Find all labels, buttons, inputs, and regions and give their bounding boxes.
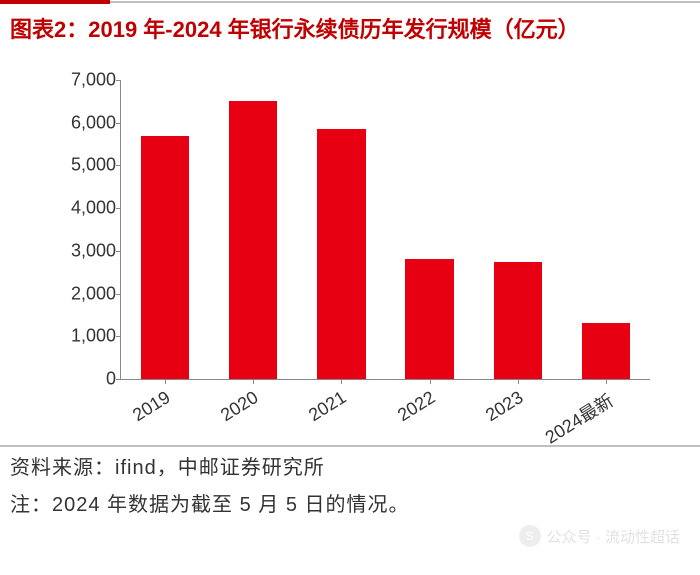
x-tick-mark [606,379,607,384]
y-tick-mark [116,336,121,337]
bar [582,323,630,379]
bar [405,259,453,379]
y-tick-label: 6,000 [61,112,116,133]
watermark: S 公众号 · 流动性超话 [519,525,680,547]
x-tick-mark [165,379,166,384]
accent-bar-gray [110,1,700,3]
x-tick-mark [518,379,519,384]
figure-container: 图表2：2019 年-2024 年银行永续债历年发行规模（亿元） 0 1,000 2… [0,0,700,575]
x-tick-mark [430,379,431,384]
bar [229,101,277,379]
y-tick-mark [116,165,121,166]
y-tick-label: 5,000 [61,155,116,176]
accent-bar-red [0,0,110,4]
title-accent-bar [0,0,700,4]
y-tick-label: 4,000 [61,198,116,219]
bar [317,129,365,379]
x-tick-mark [341,379,342,384]
x-tick-label: 2022 [428,387,439,405]
x-tick-label: 2021 [339,387,350,405]
x-tick-label: 2019 [163,387,174,405]
x-tick-label: 2023 [516,387,527,405]
y-tick-mark [116,379,121,380]
bar [141,136,189,379]
y-tick-mark [116,80,121,81]
y-tick-label: 7,000 [61,70,116,91]
chart-area: 0 1,000 2,000 3,000 4,000 5,000 6,000 7,000 2019… [60,70,660,430]
watermark-text: 公众号 · 流动性超话 [547,526,680,547]
y-tick-mark [116,294,121,295]
y-tick-label: 3,000 [61,240,116,261]
x-tick-label: 2024最新 [604,387,618,409]
bar [494,262,542,379]
bar-chart: 01,0002,0003,0004,0005,0006,0007,0002019… [120,80,650,380]
chart-title: 图表2：2019 年-2024 年银行永续债历年发行规模（亿元） [0,4,700,50]
x-tick-label: 2020 [251,387,262,405]
y-tick-label: 0 [61,369,116,390]
y-tick-label: 2,000 [61,283,116,304]
y-tick-mark [116,251,121,252]
note-text: 注：2024 年数据为截至 5 月 5 日的情况。 [0,484,700,521]
x-tick-mark [253,379,254,384]
wechat-icon: S [519,525,541,547]
y-tick-mark [116,123,121,124]
y-tick-mark [116,208,121,209]
y-tick-label: 1,000 [61,326,116,347]
source-text: 资料来源：ifind，中邮证券研究所 [0,447,700,484]
